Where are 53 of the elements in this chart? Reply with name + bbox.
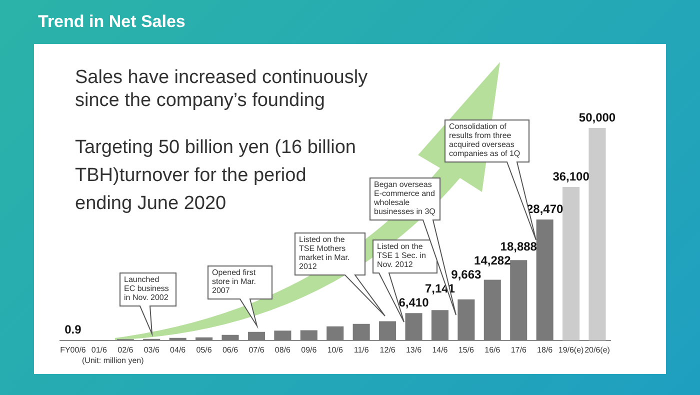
data-label: 9,663 (451, 267, 482, 282)
x-tick-label: 09/6 (301, 345, 318, 354)
x-tick-label: 15/6 (458, 345, 475, 354)
x-tick-label: 14/6 (432, 345, 448, 354)
annotation: Consolidation of results from three acquired overseas companies as of 1Q (449, 122, 520, 158)
annotation: Listed on the TSE Mothers market in Mar. 2012 (299, 235, 350, 272)
data-label: 36,100 (552, 169, 590, 184)
bar (562, 187, 580, 340)
x-tick-label: 05/6 (196, 345, 212, 354)
x-tick-label: 12/6 (380, 345, 396, 354)
x-tick-label: FY00/6 (60, 345, 86, 354)
bar (379, 321, 396, 340)
x-tick-label: 18/6 (537, 345, 554, 354)
text: (Unit: million yen) (82, 356, 144, 365)
chart-title: Trend in Net Sales (38, 12, 186, 32)
data-label: 6,410 (398, 295, 430, 310)
data-label: 0.9 (64, 322, 82, 337)
x-tick-label: 06/6 (222, 345, 239, 354)
bar (458, 299, 475, 340)
bar (326, 326, 344, 340)
bar (222, 334, 239, 340)
bar (431, 310, 448, 340)
x-tick-label: 01/6 (91, 345, 108, 354)
bar (405, 313, 422, 340)
x-tick-label: 17/6 (510, 345, 527, 354)
data-label: 18,888 (500, 239, 538, 254)
annotation: Targeting 50 billion yen (16 billion TBH)turnover for the period ending June 2020 (75, 136, 357, 216)
x-tick-label: 20/6(e) (584, 345, 610, 354)
x-tick-label: 16/6 (484, 345, 501, 354)
data-label: 14,282 (474, 253, 512, 268)
bar (510, 260, 528, 340)
annotation: Opened first store in Mar. 2007 (212, 268, 256, 296)
bar (274, 330, 292, 340)
x-tick-label: 02/6 (118, 345, 134, 354)
annotation: Launched EC business in Nov. 2002 (124, 275, 169, 302)
annotation: Began overseas E-commerce and wholesale businesses in 3Q (373, 180, 436, 216)
x-tick-label: 19/6(e) (558, 345, 584, 354)
x-tick-label: 07/6 (248, 345, 265, 354)
bar (352, 324, 370, 340)
annotation: Listed on the TSE 1 Sec. in Nov. 2012 (377, 242, 426, 270)
x-tick-label: 10/6 (327, 345, 344, 354)
x-tick-label: 08/6 (274, 345, 292, 354)
x-tick-label: 03/6 (144, 345, 160, 354)
data-label: 50,000 (578, 110, 616, 124)
x-tick-label: 11/6 (354, 345, 370, 354)
bar (588, 128, 606, 340)
x-tick-label: 04/6 (170, 345, 186, 354)
x-tick-label: 13/6 (406, 345, 422, 354)
bar (536, 219, 554, 340)
bar (484, 280, 501, 340)
bar (300, 330, 318, 340)
chart-subtitle: Sales have increased continuously since the company’s founding (75, 66, 369, 112)
bar (248, 332, 265, 340)
